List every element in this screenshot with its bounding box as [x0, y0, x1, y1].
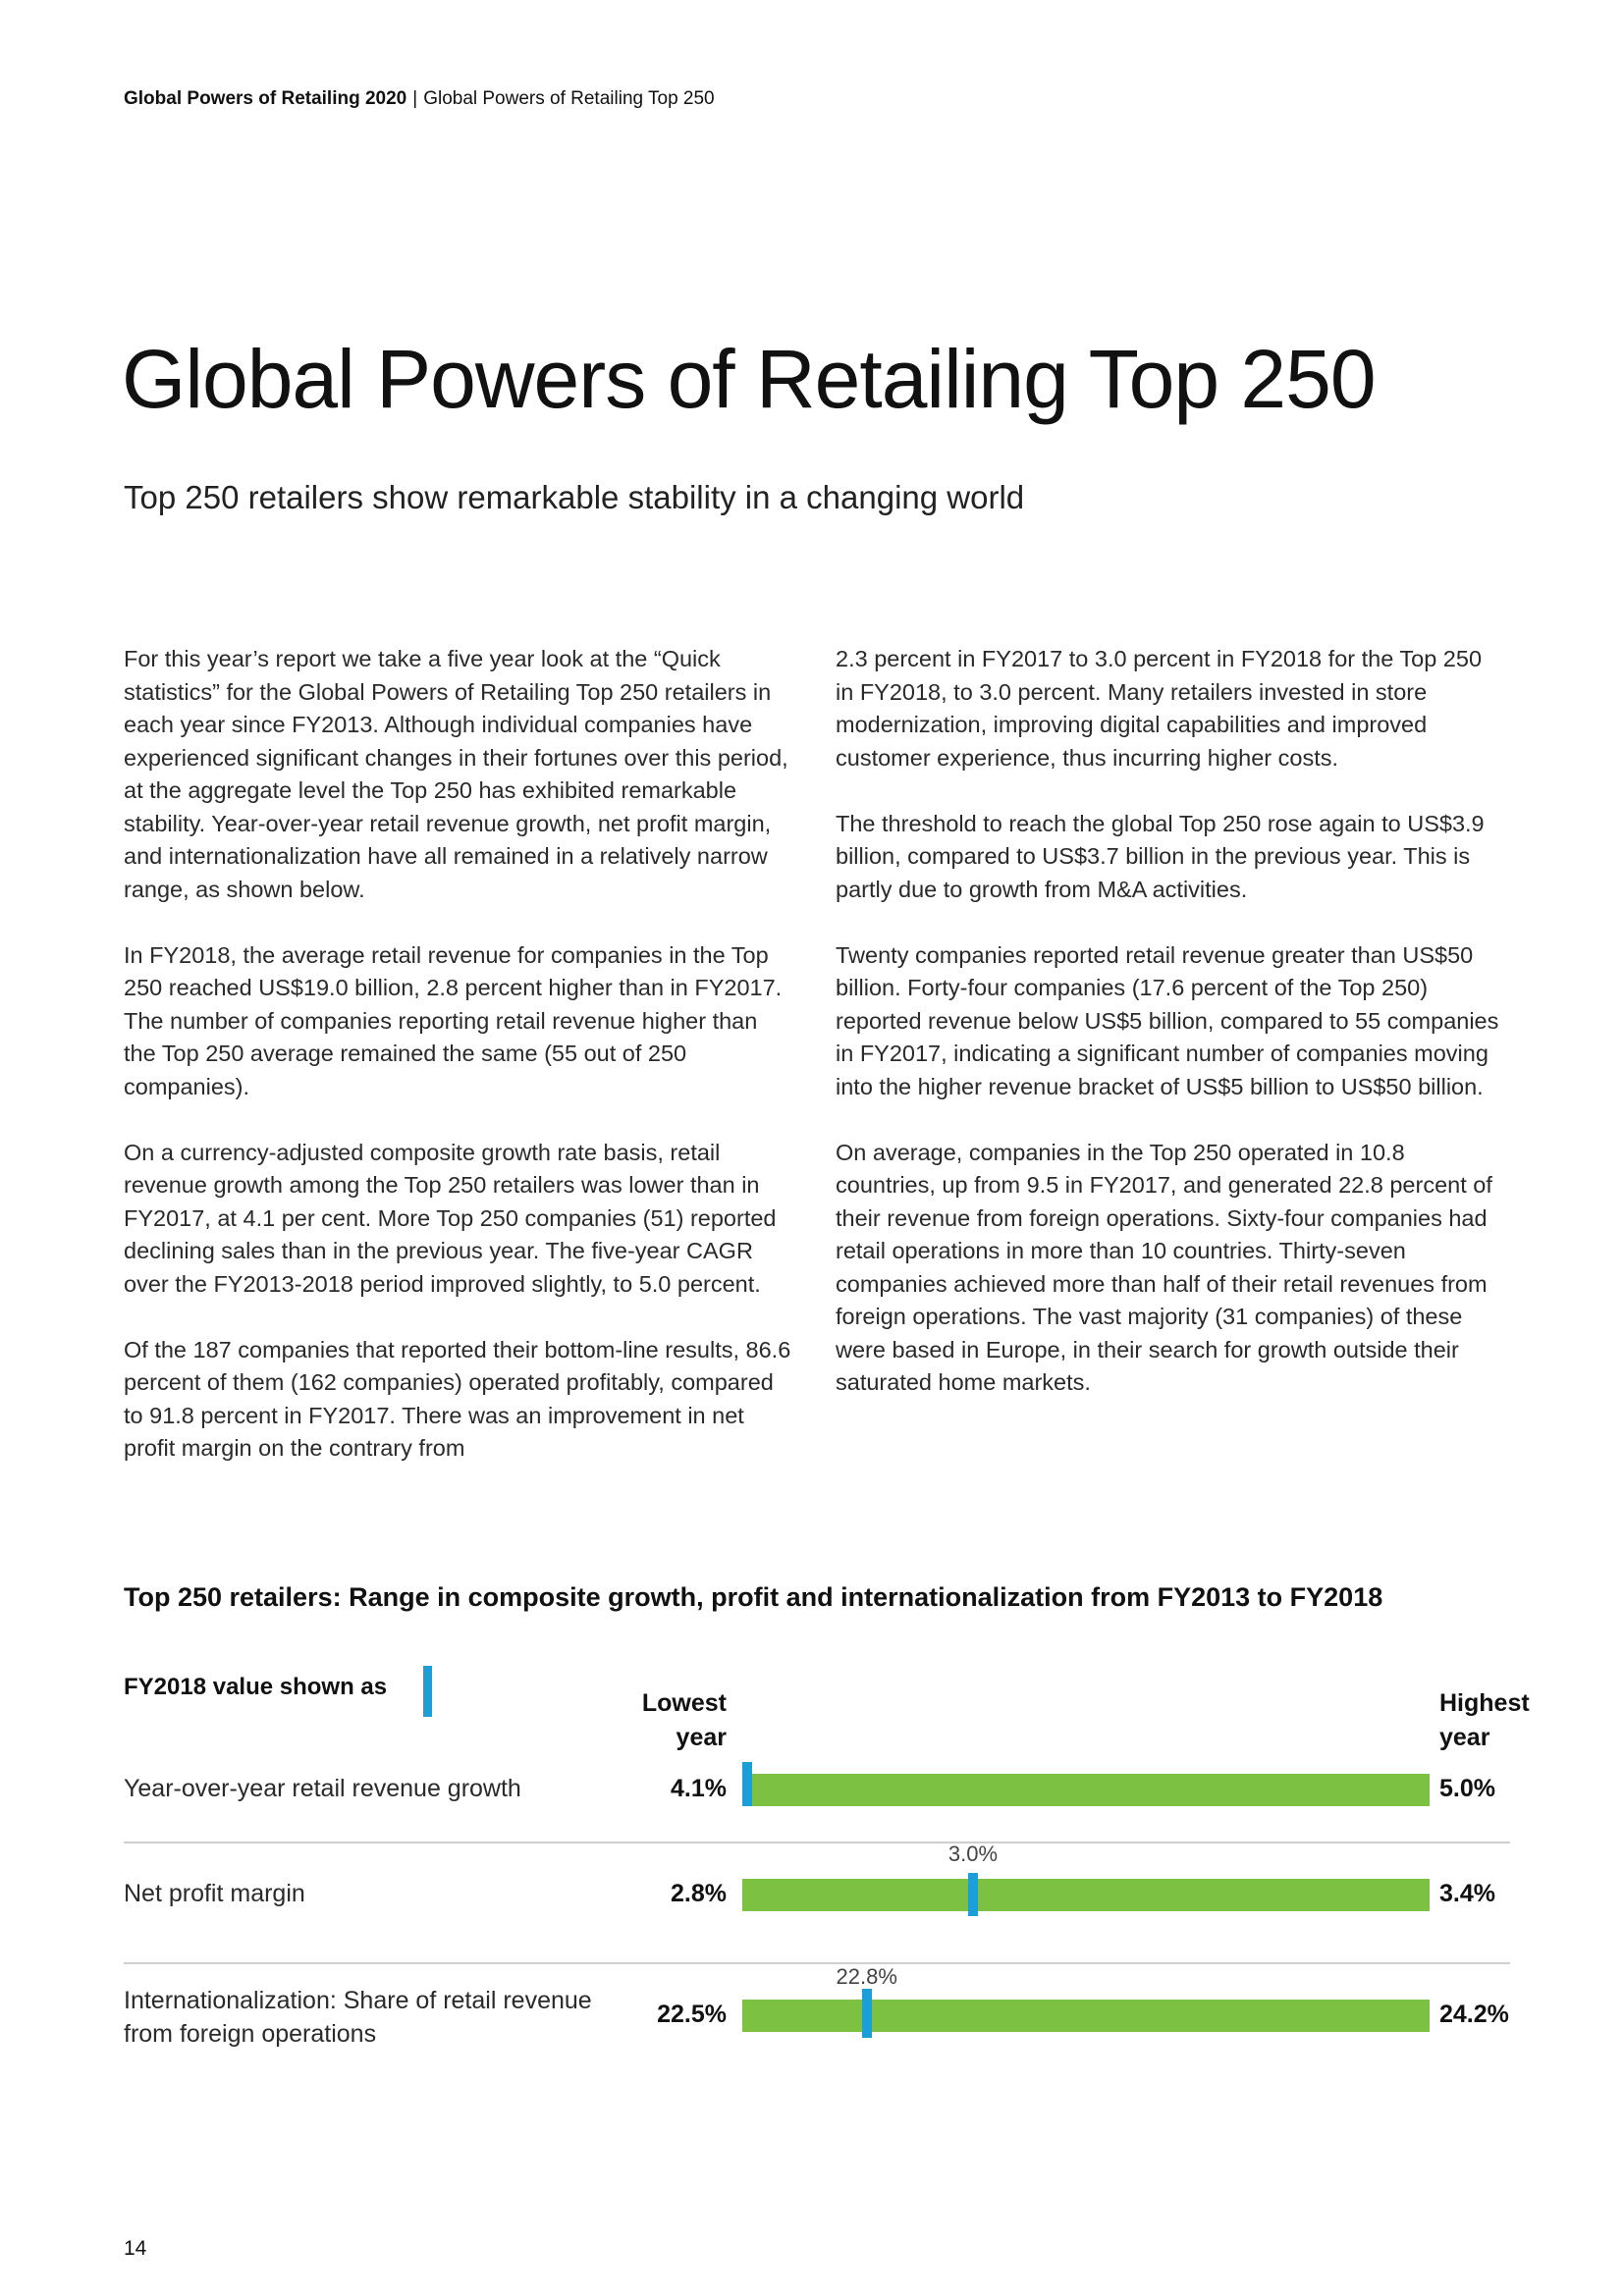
header-separator: | — [412, 88, 418, 109]
fy2018-value-label: 22.8% — [836, 1964, 897, 1989]
row-high-value: 5.0% — [1439, 1775, 1495, 1802]
header-section-title: Global Powers of Retailing Top 250 — [423, 88, 715, 109]
page-subtitle: Top 250 retailers show remarkable stabil… — [124, 479, 1025, 515]
body-paragraph: 2.3 percent in FY2017 to 3.0 percent in … — [836, 646, 1483, 771]
fy2018-value-label: 3.0% — [947, 1842, 999, 1866]
row-low-value: 2.8% — [671, 1880, 727, 1907]
range-bar — [742, 1879, 1430, 1911]
row-label-net-profit-margin: Net profit margin — [124, 1880, 305, 1907]
body-paragraph: For this year’s report we take a five ye… — [124, 646, 788, 902]
row-high-value: 24.2% — [1439, 2001, 1509, 2028]
body-paragraph: On average, companies in the Top 250 ope… — [836, 1139, 1492, 1396]
body-paragraph: In FY2018, the average retail revenue fo… — [124, 941, 783, 1099]
row-high-value: 3.4% — [1439, 1880, 1495, 1907]
fy2018-marker — [742, 1762, 752, 1806]
highest-year-header: Highest year — [1439, 1689, 1530, 1751]
body-column-right: 2.3 percent in FY2017 to 3.0 percent in … — [836, 643, 1503, 1432]
page-number: 14 — [124, 2237, 147, 2260]
running-header: Global Powers of Retailing 2020 | Global P… — [124, 88, 715, 110]
row-low-value: 22.5% — [657, 2001, 727, 2028]
lowest-year-header: Lowest year — [641, 1689, 727, 1751]
range-bar — [742, 2000, 1430, 2032]
fy2018-marker — [861, 1989, 872, 2038]
body-paragraph: Of the 187 companies that reported their… — [124, 1336, 791, 1462]
page-title: Global Powers of Retailing Top 250 — [122, 333, 1377, 425]
row-low-value: 4.1% — [671, 1775, 727, 1802]
header-report-title: Global Powers of Retailing 2020 — [124, 88, 407, 109]
legend-marker — [423, 1666, 432, 1717]
row-label-internationalization: Internationalization: Share of retail re… — [124, 1987, 592, 2048]
fy2018-marker — [968, 1873, 978, 1916]
body-paragraph: On a currency-adjusted composite growth … — [124, 1139, 777, 1297]
row-label-revenue-growth: Year-over-year retail revenue growth — [124, 1775, 521, 1802]
body-paragraph: Twenty companies reported retail revenue… — [836, 941, 1499, 1099]
range-bar — [742, 1774, 1430, 1806]
row-divider — [124, 1842, 1510, 1843]
row-divider — [124, 1962, 1510, 1964]
chart-title: Top 250 retailers: Range in composite gr… — [124, 1582, 1383, 1612]
body-paragraph: The threshold to reach the global Top 25… — [836, 810, 1485, 902]
legend-label: FY2018 value shown as — [124, 1674, 388, 1700]
body-column-left: For this year’s report we take a five ye… — [124, 643, 791, 1498]
